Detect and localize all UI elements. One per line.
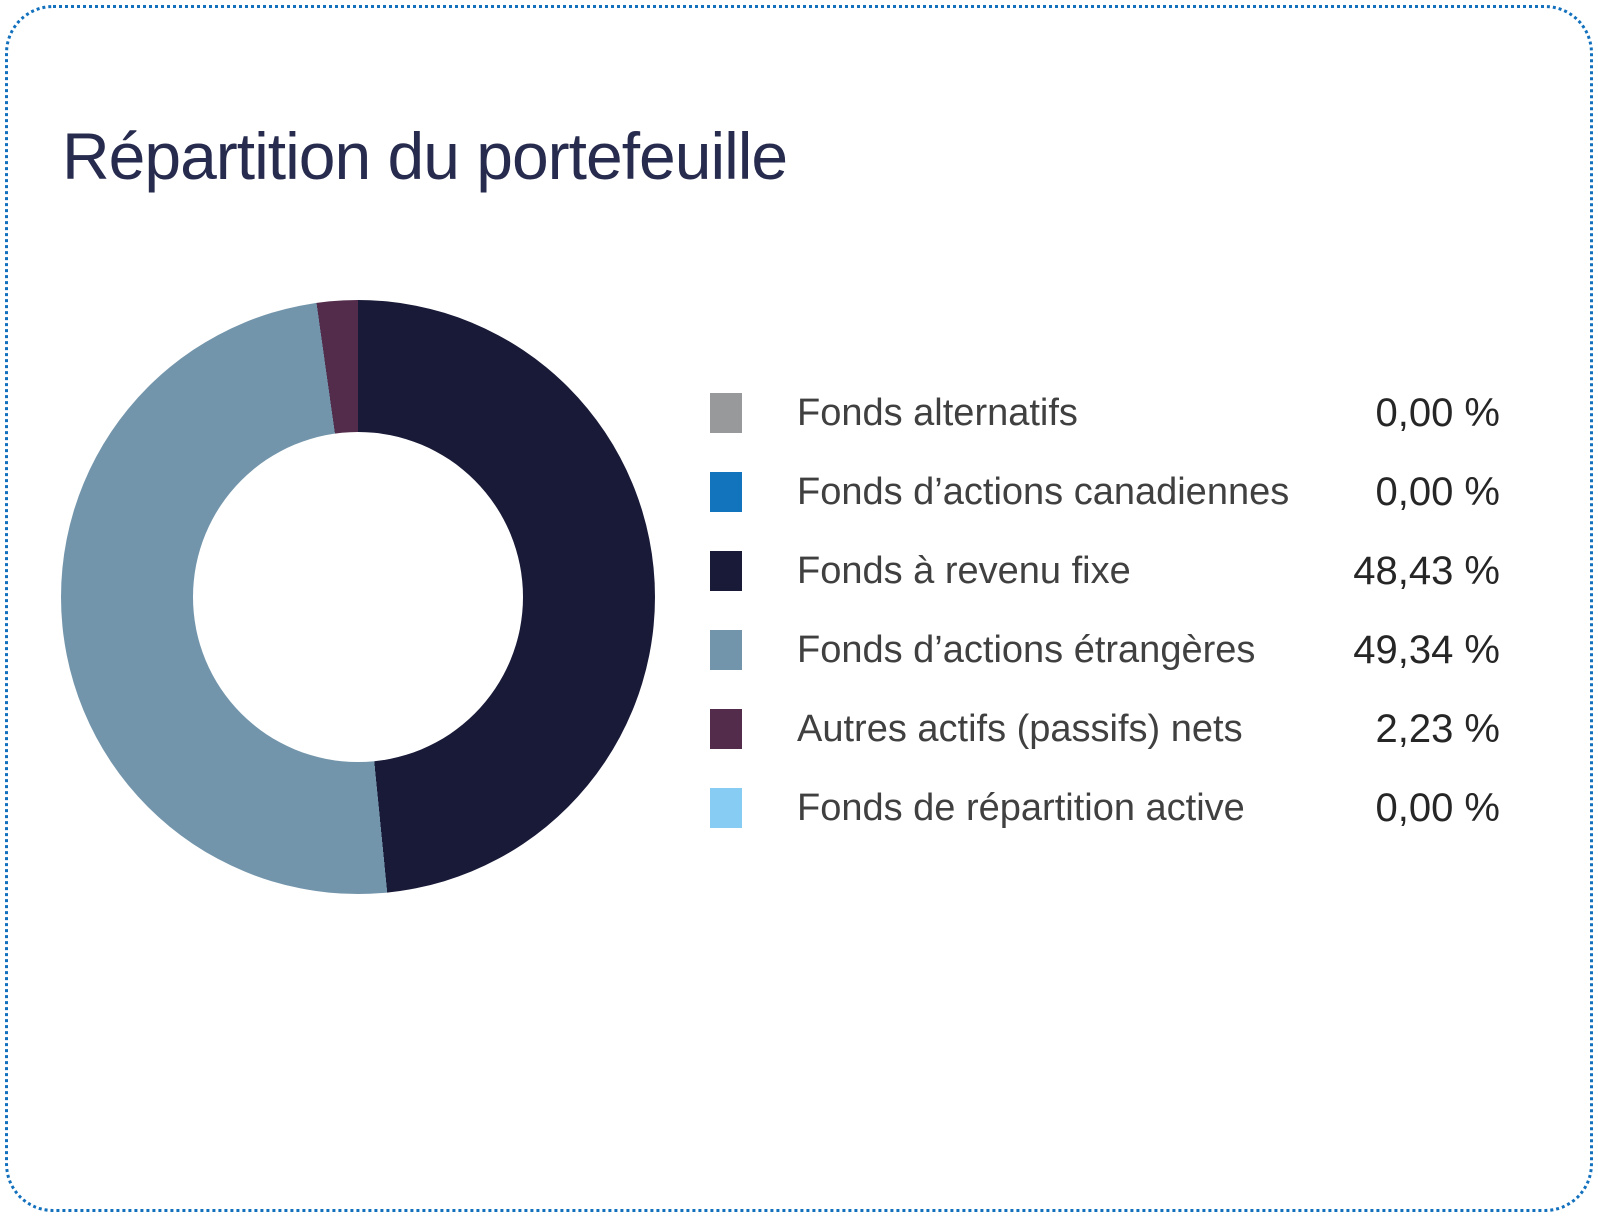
legend-swatch <box>710 551 742 591</box>
donut-hole <box>193 432 523 762</box>
legend-value: 2,23 % <box>1375 706 1500 751</box>
legend-value: 48,43 % <box>1353 548 1500 593</box>
legend-value: 0,00 % <box>1375 469 1500 514</box>
legend-label: Fonds de répartition active <box>797 786 1245 829</box>
legend-swatch <box>710 709 742 749</box>
legend-item: Autres actifs (passifs) nets 2,23 % <box>710 706 1500 751</box>
legend-item: Fonds d’actions canadiennes 0,00 % <box>710 469 1500 514</box>
donut-chart <box>61 300 655 894</box>
legend-value: 0,00 % <box>1375 390 1500 435</box>
legend-label: Fonds d’actions étrangères <box>797 628 1256 671</box>
legend-value: 49,34 % <box>1353 627 1500 672</box>
page-title: Répartition du portefeuille <box>62 119 788 193</box>
legend-item: Fonds d’actions étrangères 49,34 % <box>710 627 1500 672</box>
legend-swatch <box>710 788 742 828</box>
legend-label: Autres actifs (passifs) nets <box>797 707 1243 750</box>
legend-swatch <box>710 630 742 670</box>
legend-item: Fonds alternatifs 0,00 % <box>710 390 1500 435</box>
legend-item: Fonds à revenu fixe 48,43 % <box>710 548 1500 593</box>
legend-swatch <box>710 393 742 433</box>
legend-label: Fonds d’actions canadiennes <box>797 470 1290 513</box>
legend-value: 0,00 % <box>1375 785 1500 830</box>
legend-swatch <box>710 472 742 512</box>
legend-label: Fonds alternatifs <box>797 391 1078 434</box>
legend-item: Fonds de répartition active 0,00 % <box>710 785 1500 830</box>
legend: Fonds alternatifs 0,00 % Fonds d’actions… <box>710 390 1500 830</box>
legend-label: Fonds à revenu fixe <box>797 549 1131 592</box>
